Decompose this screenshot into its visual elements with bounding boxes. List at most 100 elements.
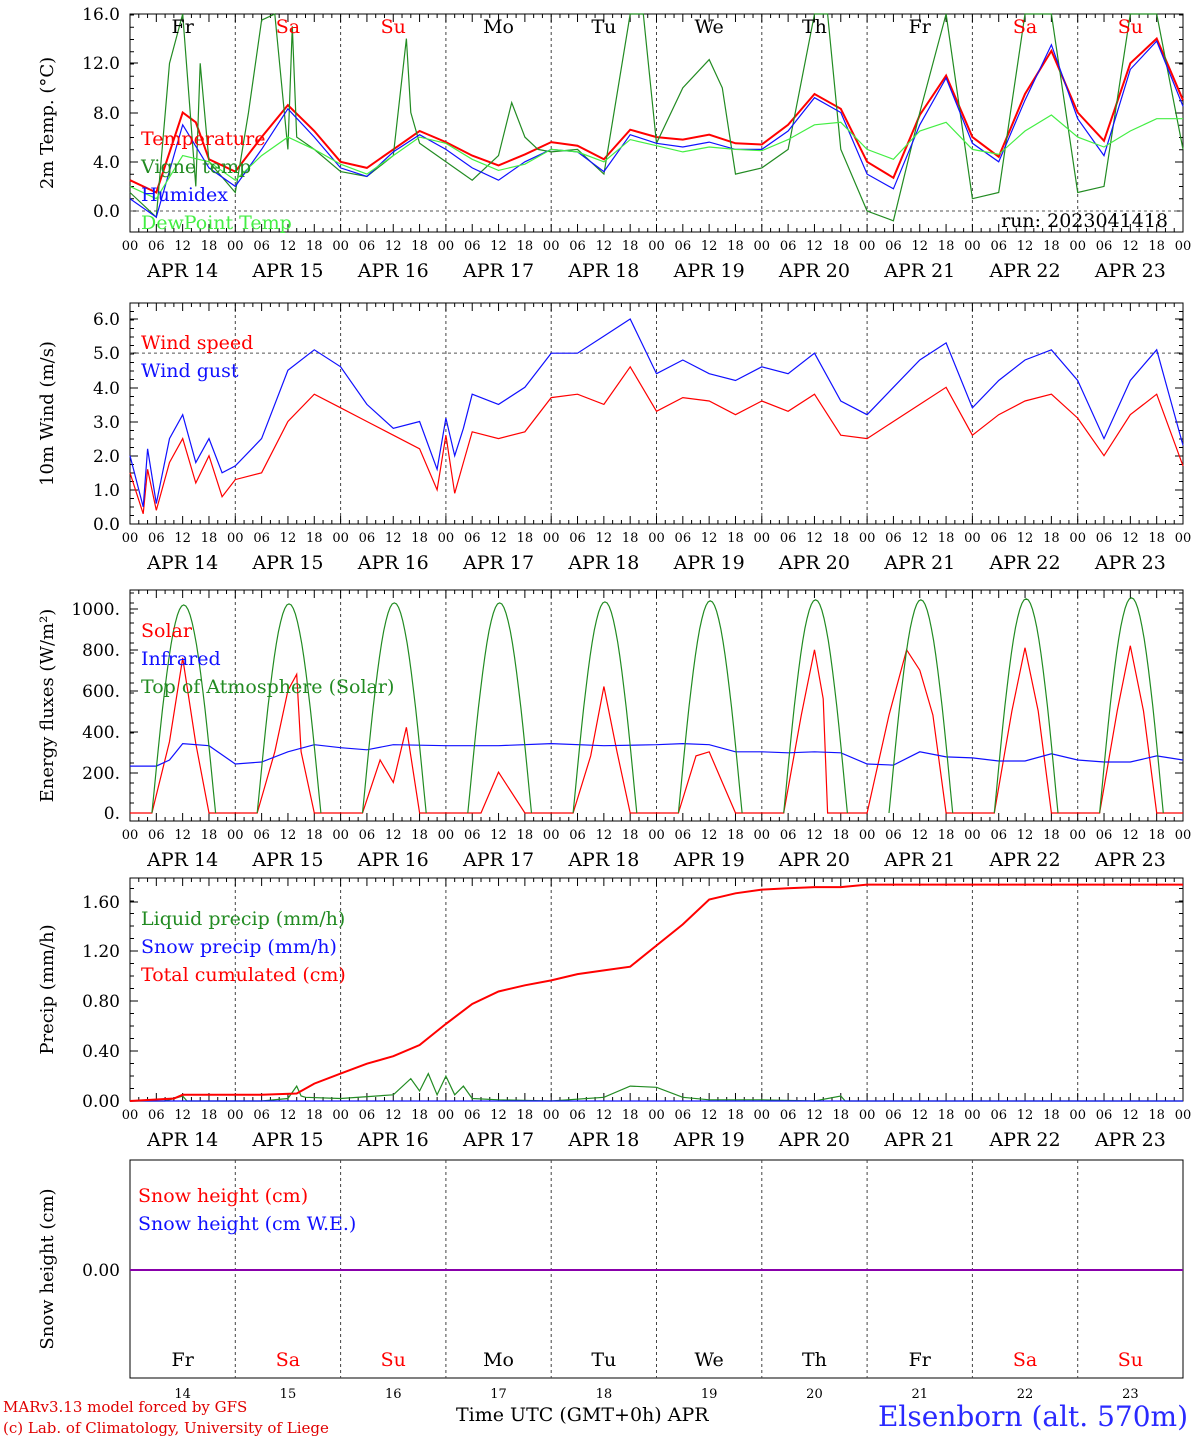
- panel2-hour-tick-label: 00: [543, 531, 560, 546]
- panel1-weekday: Mo: [483, 16, 514, 38]
- panel3-ytick-label: 1000.: [71, 600, 120, 620]
- panel1-hour-tick-label: 00: [754, 239, 771, 254]
- panel1-hour-tick-label: 06: [885, 239, 902, 254]
- panel1-hour-tick-label: 06: [675, 239, 692, 254]
- panel4-legend-entry: Snow precip (mm/h): [141, 936, 337, 958]
- panel2-hour-tick-label: 00: [964, 531, 981, 546]
- panel1-date-label: APR 17: [462, 260, 534, 282]
- panel4-hour-tick-label: 00: [543, 1108, 560, 1123]
- panel4-hour-tick-label: 12: [1122, 1108, 1139, 1123]
- panel3-hour-tick-label: 12: [701, 828, 718, 843]
- panel5-day-number: 17: [490, 1387, 507, 1402]
- panel1-legend-entry: Vigne temp: [140, 156, 251, 178]
- panel3-date-label: APR 16: [357, 849, 429, 871]
- panel5-legend-entry: Snow height (cm W.E.): [138, 1213, 356, 1235]
- panel3-hour-tick-label: 18: [306, 828, 323, 843]
- panel4-hour-tick-label: 18: [622, 1108, 639, 1123]
- panel3-ytick-label: 600.: [82, 682, 120, 702]
- panel3-hour-tick-label: 00: [859, 828, 876, 843]
- panel2-hour-tick-label: 06: [1096, 531, 1113, 546]
- panel5-day-number: 15: [280, 1387, 297, 1402]
- panel4-hour-tick-label: 06: [780, 1108, 797, 1123]
- panel1-ytick-label: 4.0: [93, 153, 120, 173]
- panel1-date-label: APR 18: [567, 260, 639, 282]
- panel5-weekday: Su: [1118, 1349, 1143, 1371]
- panel2-hour-tick-label: 18: [938, 531, 955, 546]
- panel3-date-label: APR 22: [989, 849, 1061, 871]
- panel1-hour-tick-label: 06: [253, 239, 270, 254]
- panel1-hour-tick-label: 18: [517, 239, 534, 254]
- panel5-weekday: Fr: [909, 1349, 932, 1371]
- panel4-date-label: APR 21: [883, 1129, 955, 1151]
- panel4-hour-tick-label: 06: [148, 1108, 165, 1123]
- panel2-ytick-label: 3.0: [93, 413, 120, 433]
- panel3-hour-tick-label: 06: [780, 828, 797, 843]
- panel4-hour-tick-label: 06: [1096, 1108, 1113, 1123]
- panel4-series-total-cumulated-cm: [129, 883, 1183, 1102]
- panel5-weekday: Su: [381, 1349, 406, 1371]
- panel4-hour-tick-label: 00: [859, 1108, 876, 1123]
- panel5-ytick-label: 0.00: [82, 1261, 120, 1281]
- panel3-hour-tick-label: 18: [1148, 828, 1165, 843]
- panel3-hour-tick-label: 12: [911, 828, 928, 843]
- panel5-weekday: Fr: [172, 1349, 195, 1371]
- panel5-weekday: Tu: [591, 1349, 616, 1371]
- panel3-date-label: APR 23: [1094, 849, 1166, 871]
- panel4-ylabel: Precip (mm/h): [37, 924, 58, 1054]
- panel4-hour-tick-label: 12: [385, 1108, 402, 1123]
- panel3-series-infrared: [130, 742, 1184, 767]
- panel1-ytick-label: 12.0: [82, 54, 120, 74]
- panel5-day-number: 20: [806, 1387, 823, 1402]
- panel3-hour-tick-label: 06: [253, 828, 270, 843]
- panel3-hour-tick-label: 18: [833, 828, 850, 843]
- panel3-series-top-of-atmosphere-solar: [151, 597, 1164, 814]
- panel4-date-label: APR 15: [251, 1129, 323, 1151]
- panel2-hour-tick-label: 12: [1017, 531, 1034, 546]
- panel1-weekday: Sa: [1013, 16, 1037, 38]
- panel2-hour-tick-label: 06: [569, 531, 586, 546]
- panel5-weekday: Sa: [276, 1349, 300, 1371]
- panel4-ytick-label: 0.40: [82, 1042, 120, 1062]
- panel3-legend-entry: Solar: [141, 620, 193, 642]
- run-label: run: 2023041418: [1001, 210, 1168, 232]
- panel5-ylabel: Snow height (cm): [37, 1188, 58, 1349]
- panel1-hour-tick-label: 18: [727, 239, 744, 254]
- panel4-hour-tick-label: 06: [253, 1108, 270, 1123]
- panel2-hour-tick-label: 18: [833, 531, 850, 546]
- panel4-hour-tick-label: 18: [1148, 1108, 1165, 1123]
- panel4-hour-tick-label: 00: [648, 1108, 665, 1123]
- panel2-date-label: APR 15: [251, 552, 323, 574]
- panel5-day-number: 14: [174, 1387, 191, 1402]
- panel2-date-label: APR 14: [146, 552, 218, 574]
- panel1-series-dewpoint-temp: [129, 114, 1183, 200]
- panel3-hour-tick-label: 06: [1096, 828, 1113, 843]
- panel1-hour-tick-label: 00: [438, 239, 455, 254]
- panel4-hour-tick-label: 18: [727, 1108, 744, 1123]
- panel4-hour-tick-label: 12: [174, 1108, 191, 1123]
- panel4-hour-tick-label: 00: [1069, 1108, 1086, 1123]
- panel3-date-label: APR 21: [883, 849, 955, 871]
- panel2-legend-entry: Wind speed: [141, 332, 253, 354]
- panel1-weekday: Tu: [591, 16, 616, 38]
- panel1-hour-tick-label: 06: [1096, 239, 1113, 254]
- panel3-series-solar: [130, 645, 1183, 814]
- panel2-hour-tick-label: 18: [1148, 531, 1165, 546]
- panel1-ytick-label: 8.0: [93, 104, 120, 124]
- panel4-legend-entry: Total cumulated (cm): [141, 964, 346, 986]
- panel3-date-label: APR 14: [146, 849, 218, 871]
- panel1-weekday: We: [695, 16, 724, 38]
- panel1-hour-tick-label: 12: [174, 239, 191, 254]
- panel3-hour-tick-label: 06: [148, 828, 165, 843]
- panel1-hour-tick-label: 00: [543, 239, 560, 254]
- panel1-series-temperature: [129, 36, 1184, 194]
- panel2-date-label: APR 18: [567, 552, 639, 574]
- panel4-hour-tick-label: 12: [596, 1108, 613, 1123]
- panel1-series-humidex: [129, 40, 1184, 219]
- panel4-ytick-label: 1.60: [82, 893, 120, 913]
- panel3-hour-tick-label: 12: [385, 828, 402, 843]
- panel4-hour-tick-label: 00: [1175, 1108, 1192, 1123]
- panel2-ytick-label: 5.0: [93, 344, 120, 364]
- panel2-ytick-label: 6.0: [93, 310, 120, 330]
- panel1-hour-tick-label: 12: [280, 239, 297, 254]
- panel1-hour-tick-label: 00: [227, 239, 244, 254]
